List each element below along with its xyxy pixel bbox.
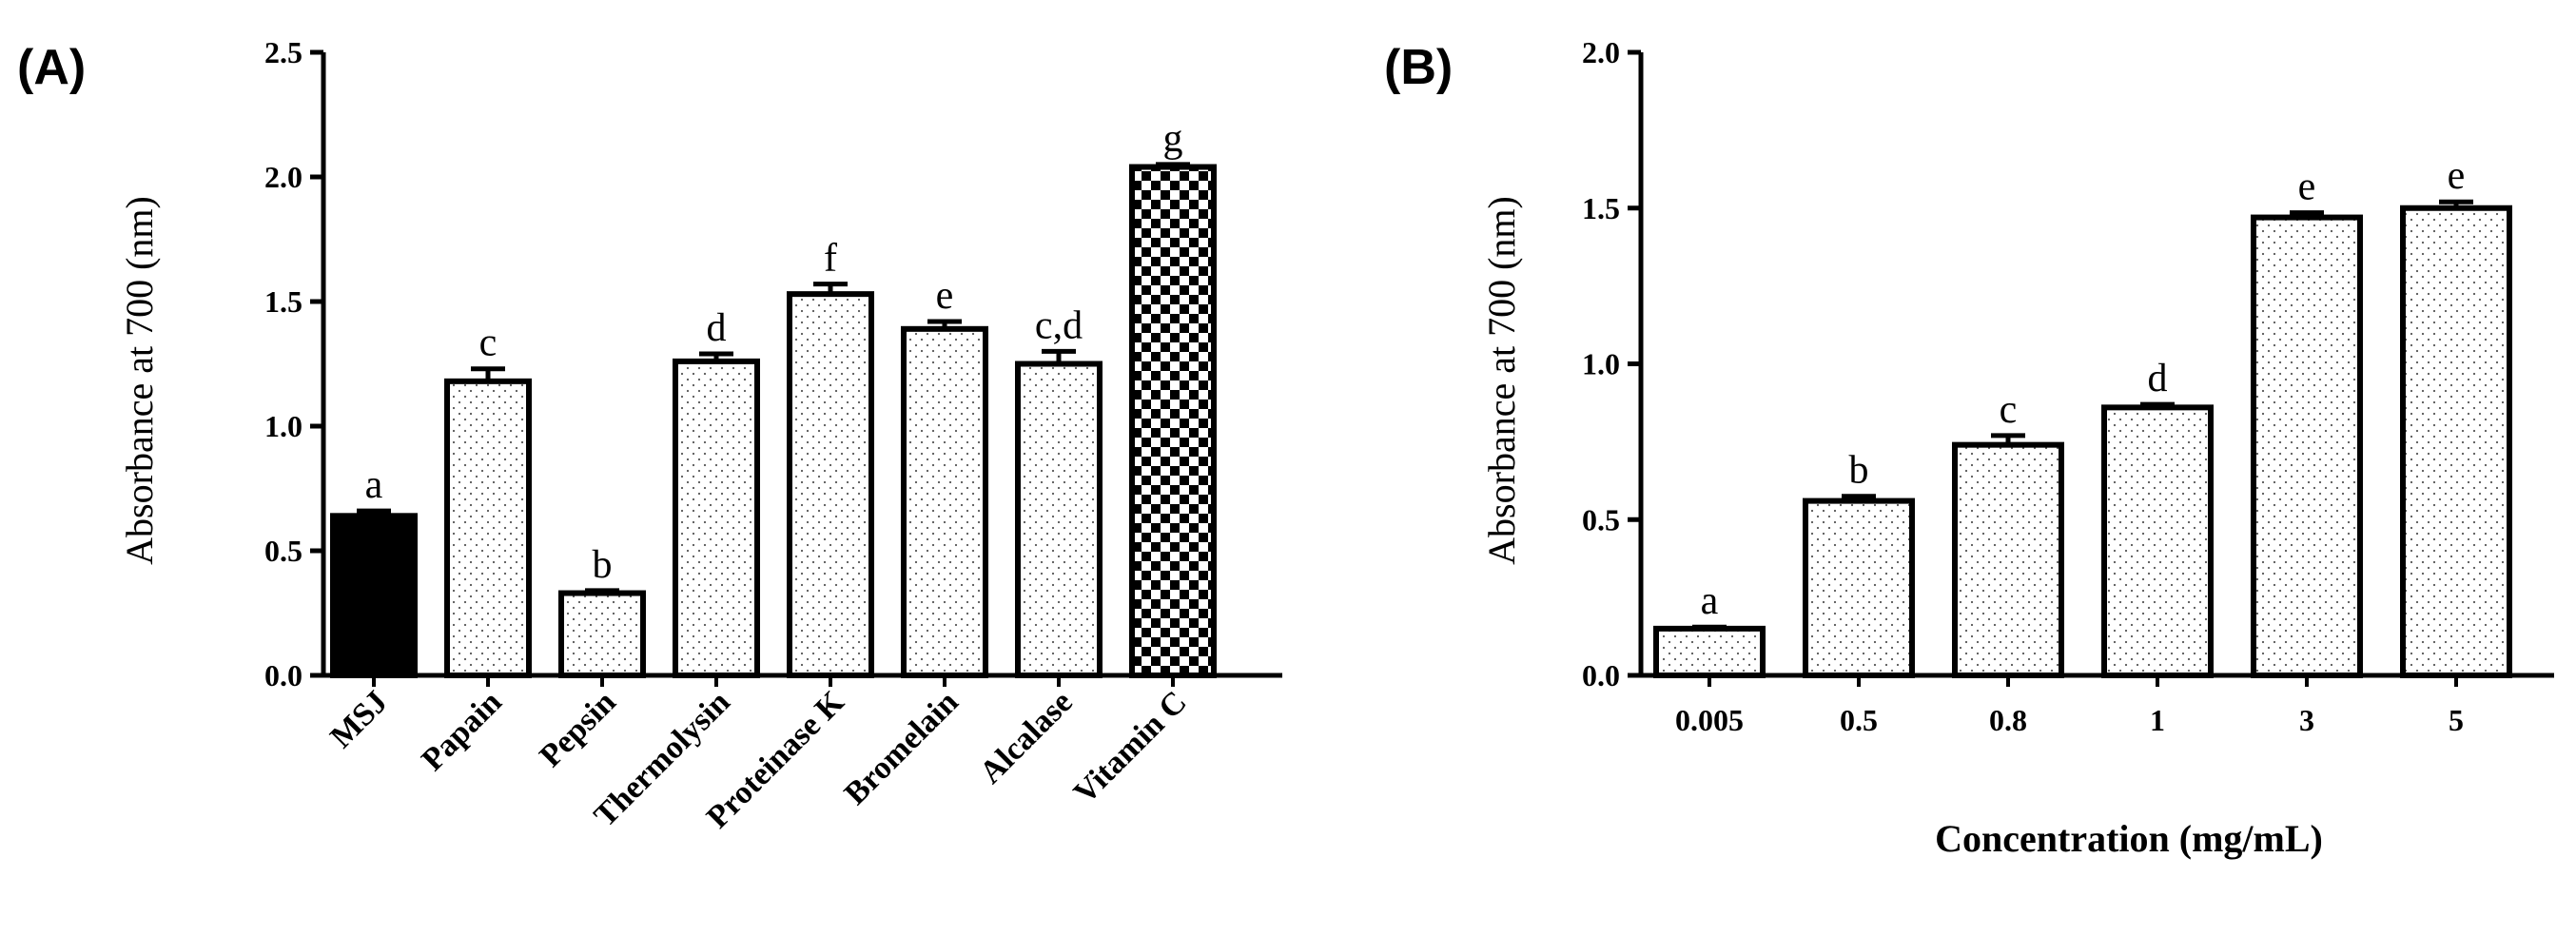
panel-b-error-bar: [2290, 210, 2324, 218]
panel-a-category-label: Vitamin C: [1067, 684, 1194, 810]
panel-a-bars: a c b d f e c,d g: [330, 117, 1217, 678]
panel-b-chart: (B) Absorbance at 700 (nm) Concentration…: [1384, 35, 2554, 860]
panel-b-bar: [1952, 441, 2064, 678]
panel-b-y-axis-label: Absorbance at 700 (nm): [1480, 196, 1523, 565]
panel-a-significance-letter: d: [707, 306, 727, 350]
panel-b-letter: (B): [1384, 40, 1453, 95]
panel-b-significance-letter: c: [2000, 388, 2018, 432]
panel-b-bar: [1803, 497, 1915, 678]
panel-b-error-bar: [2439, 199, 2473, 208]
panel-a-significance-letter: a: [365, 463, 383, 507]
panel-a-significance-letter: c,d: [1035, 303, 1083, 347]
panel-a-category-label: Papain: [415, 684, 508, 777]
panel-a-significance-letter: b: [593, 543, 613, 587]
panel-a-y-tick-label: 2.0: [264, 160, 302, 194]
panel-a-category-label: Alcalase: [973, 684, 1080, 790]
panel-b-significance-letter: d: [2148, 357, 2168, 400]
panel-a-bar: [330, 513, 418, 678]
panel-a-category-label: MSJ: [323, 684, 394, 754]
panel-b-bar: [2251, 214, 2363, 678]
panel-a-significance-letter: e: [936, 274, 954, 318]
panel-a-error-bar: [357, 508, 391, 517]
panel-a-chart: (A) Absorbance at 700 (nm) 0.0 0.5 1.0 1.5 2…: [17, 35, 1282, 835]
panel-b-significance-letter: a: [1701, 579, 1719, 623]
panel-b-category-label: 0.005: [1675, 703, 1744, 737]
panel-a-y-tick-label: 0.0: [264, 658, 302, 692]
panel-b-y-tick-label: 0.0: [1582, 658, 1620, 692]
panel-a-error-bar: [813, 282, 848, 295]
panel-a-error-bar: [1156, 162, 1190, 167]
panel-a-significance-letter: c: [479, 322, 498, 365]
panel-a-significance-letter: f: [824, 237, 837, 281]
panel-a-y-ticks: 0.0 0.5 1.0 1.5 2.0 2.5: [264, 35, 323, 692]
panel-b-category-label: 3: [2299, 703, 2314, 737]
panel-a-letter: (A): [17, 40, 86, 95]
panel-a-bar: [1015, 361, 1103, 678]
panel-b-category-label: 1: [2150, 703, 2165, 737]
panel-a-category-label: Bromelain: [838, 684, 966, 811]
panel-b-error-bar: [1991, 433, 2025, 445]
panel-a-bar: [444, 378, 532, 678]
panel-a-bar: [1129, 164, 1217, 678]
panel-a-y-tick-label: 2.5: [264, 35, 302, 69]
panel-b-y-ticks: 0.0 0.5 1.0 1.5 2.0: [1582, 35, 1641, 692]
panel-b-category-labels: 0.005 0.5 0.8 1 3 5: [1675, 675, 2464, 737]
panel-a-significance-letter: g: [1163, 117, 1183, 161]
panel-a-y-axis-label: Absorbance at 700 (nm): [118, 196, 161, 565]
panel-b-significance-letter: b: [1849, 449, 1869, 493]
panel-b-y-tick-label: 1.0: [1582, 347, 1620, 381]
panel-a-error-bar: [471, 366, 505, 381]
panel-a-bar: [673, 358, 760, 678]
panel-b-error-bar: [2140, 401, 2175, 408]
panel-b-category-label: 0.8: [1989, 703, 2027, 737]
panel-b-error-bar: [1692, 624, 1727, 630]
panel-b-bar: [2101, 404, 2214, 678]
panel-b-category-label: 5: [2449, 703, 2464, 737]
panel-a-error-bar: [927, 319, 962, 329]
panel-b-bar: [1653, 625, 1766, 678]
panel-a-error-bar: [1042, 348, 1076, 364]
panel-a-bar: [901, 325, 988, 678]
panel-a-bar: [558, 590, 646, 678]
panel-b-y-tick-label: 1.5: [1582, 191, 1620, 225]
panel-a-error-bar: [585, 588, 619, 594]
panel-a-bar: [787, 291, 874, 678]
panel-b-significance-letter: e: [2298, 166, 2316, 209]
panel-a-category-label: Pepsin: [533, 684, 622, 773]
panel-b-x-axis-label: Concentration (mg/mL): [1935, 817, 2323, 860]
panel-a-y-tick-label: 1.5: [264, 284, 302, 319]
panel-b-y-tick-label: 0.5: [1582, 502, 1620, 536]
panel-b-y-tick-label: 2.0: [1582, 35, 1620, 69]
panel-b-error-bar: [1842, 494, 1876, 501]
panel-b-significance-letter: e: [2448, 154, 2466, 198]
panel-b-category-label: 0.5: [1840, 703, 1878, 737]
panel-a-y-tick-label: 1.0: [264, 409, 302, 443]
panel-b-bar: [2400, 205, 2512, 678]
panel-a-y-tick-label: 0.5: [264, 534, 302, 568]
panel-a-error-bar: [699, 351, 733, 361]
panel-b-bars: a b c d e e: [1653, 154, 2512, 678]
